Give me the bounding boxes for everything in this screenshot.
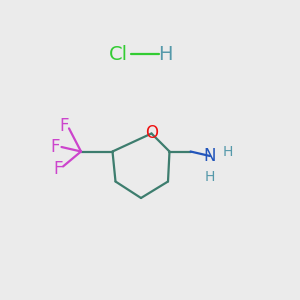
Text: Cl: Cl [109, 44, 128, 64]
Text: H: H [205, 170, 215, 184]
Text: F: F [60, 117, 69, 135]
Text: H: H [158, 44, 172, 64]
Text: F: F [54, 160, 63, 178]
Text: H: H [223, 145, 233, 158]
Text: O: O [145, 124, 158, 142]
Text: N: N [204, 147, 216, 165]
Text: F: F [51, 138, 60, 156]
